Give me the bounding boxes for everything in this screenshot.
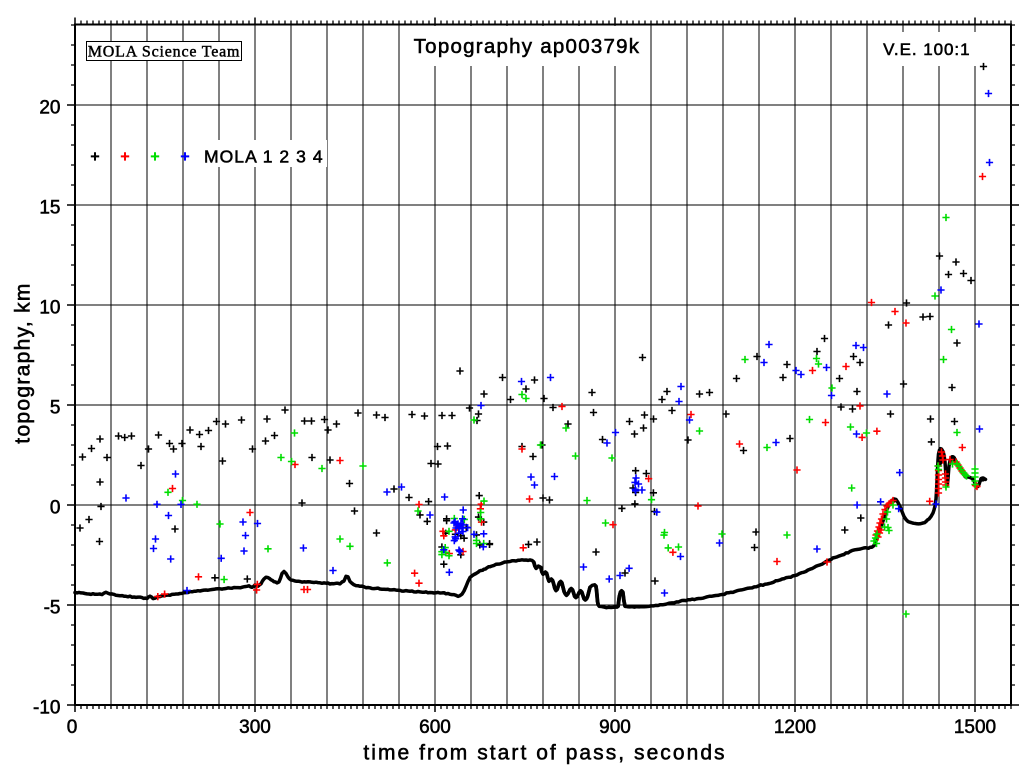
svg-text:1500: 1500	[954, 717, 996, 738]
svg-text:300: 300	[239, 717, 271, 738]
svg-text:10: 10	[39, 298, 60, 319]
svg-text:1200: 1200	[774, 717, 816, 738]
svg-text:topography, km: topography, km	[12, 282, 35, 443]
svg-text:0: 0	[67, 717, 78, 738]
svg-text:900: 900	[599, 717, 631, 738]
svg-text:time from start of pass, secon: time from start of pass, seconds	[363, 742, 726, 765]
svg-text:MOLA 1 2 3 4: MOLA 1 2 3 4	[204, 147, 324, 167]
svg-text:0: 0	[50, 498, 61, 519]
svg-text:-10: -10	[33, 698, 60, 719]
svg-text:V.E. 100:1: V.E. 100:1	[883, 40, 970, 59]
svg-text:MOLA Science Team: MOLA Science Team	[88, 43, 241, 60]
svg-text:20: 20	[39, 98, 60, 119]
svg-text:Topography ap00379k: Topography ap00379k	[414, 35, 641, 58]
svg-text:15: 15	[39, 198, 60, 219]
svg-text:600: 600	[419, 717, 451, 738]
svg-text:5: 5	[50, 398, 61, 419]
svg-text:-5: -5	[44, 598, 61, 619]
